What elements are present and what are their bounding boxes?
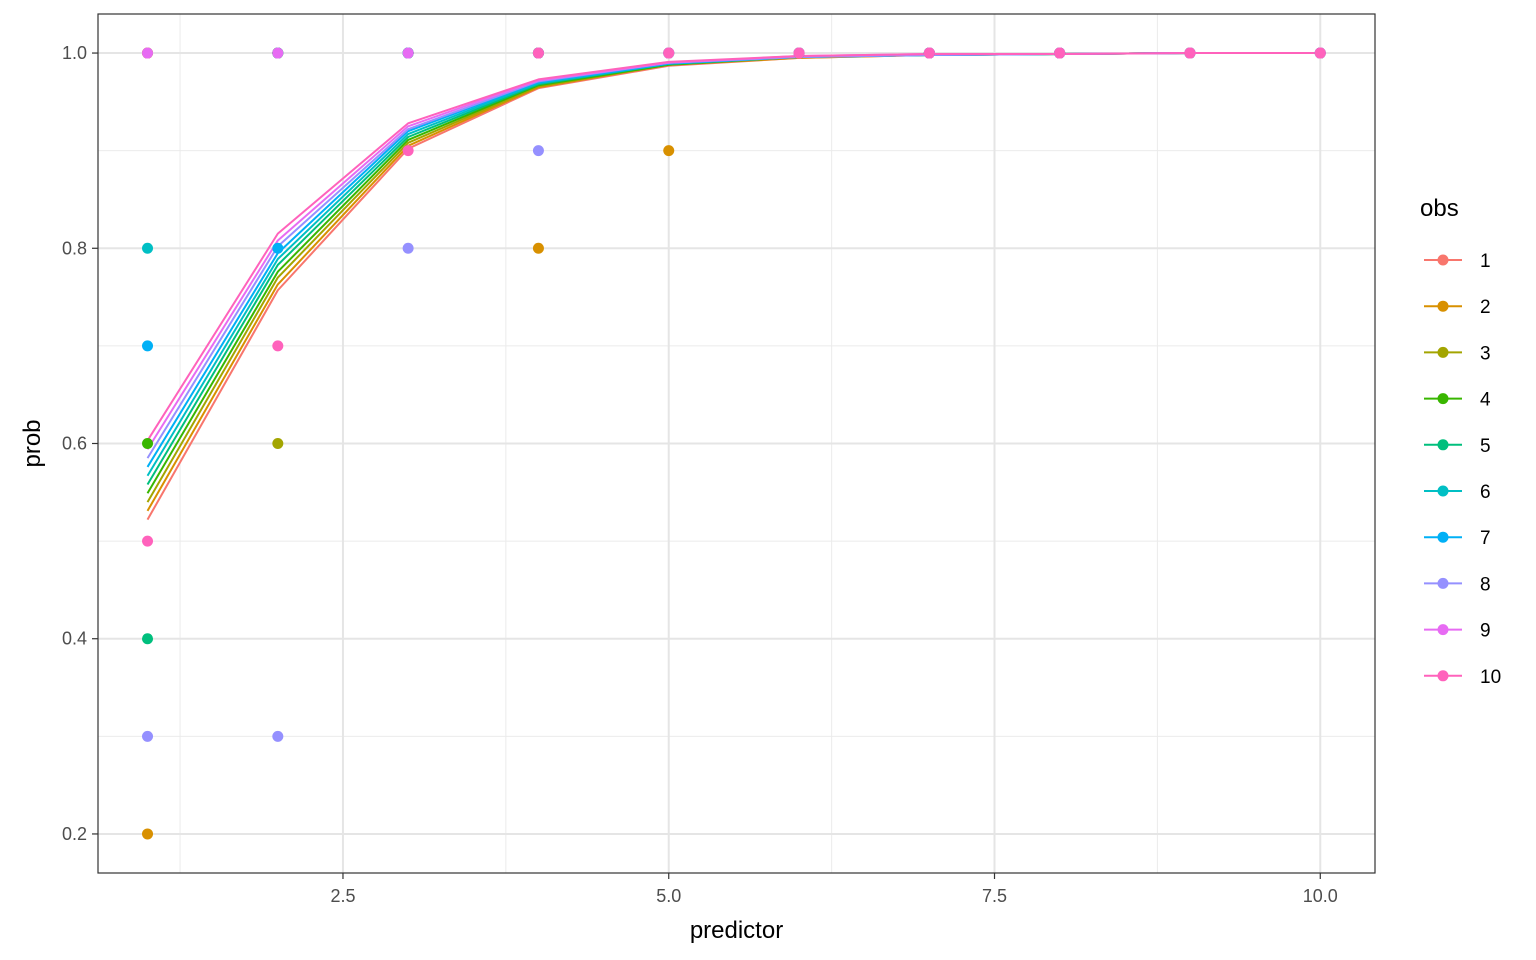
y-tick-label: 0.4 bbox=[62, 629, 87, 649]
legend-key-7 bbox=[1424, 531, 1462, 543]
x-tick-label: 7.5 bbox=[982, 886, 1007, 906]
legend-key-point bbox=[1437, 624, 1449, 636]
data-point-obs-8 bbox=[142, 730, 154, 742]
legend-label-5: 5 bbox=[1480, 436, 1491, 457]
data-point-obs-10 bbox=[793, 47, 805, 59]
x-tick-label: 2.5 bbox=[330, 886, 355, 906]
legend-key-point bbox=[1437, 254, 1449, 266]
data-point-obs-4 bbox=[142, 438, 154, 449]
legend-label-9: 9 bbox=[1480, 621, 1491, 642]
data-point-obs-2 bbox=[663, 145, 675, 157]
legend-key-10 bbox=[1424, 670, 1462, 682]
legend-key-point bbox=[1437, 439, 1449, 451]
y-tick-label: 1.0 bbox=[62, 43, 87, 63]
legend-key-2 bbox=[1424, 300, 1462, 312]
legend-title: obs bbox=[1420, 195, 1459, 222]
legend-label-4: 4 bbox=[1480, 390, 1491, 411]
y-tick-label: 0.8 bbox=[62, 238, 87, 258]
x-axis: 2.5 5.0 7.5 10.0 bbox=[330, 873, 1338, 906]
legend-key-6 bbox=[1424, 485, 1462, 497]
x-tick-label: 5.0 bbox=[656, 886, 681, 906]
legend-label-1: 1 bbox=[1480, 251, 1491, 272]
data-point-obs-9 bbox=[402, 47, 414, 59]
y-axis: 0.2 0.4 0.6 0.8 1.0 bbox=[62, 43, 98, 844]
legend-key-1 bbox=[1424, 254, 1462, 266]
series-points bbox=[142, 47, 1326, 840]
legend-key-5 bbox=[1424, 439, 1462, 451]
legend-label-6: 6 bbox=[1480, 482, 1491, 503]
legend: obs 1 2 3 4 5 6 7 8 9 10 bbox=[1420, 195, 1501, 688]
data-point-obs-6 bbox=[142, 242, 154, 254]
legend-label-3: 3 bbox=[1480, 343, 1491, 364]
legend-key-8 bbox=[1424, 577, 1462, 589]
data-point-obs-3 bbox=[272, 438, 284, 449]
series-line-10 bbox=[146, 52, 1321, 442]
series-lines bbox=[146, 52, 1321, 521]
legend-key-point bbox=[1437, 531, 1449, 543]
data-point-obs-10 bbox=[272, 340, 284, 352]
legend-label-2: 2 bbox=[1480, 297, 1491, 318]
data-point-obs-8 bbox=[402, 242, 414, 254]
y-tick-label: 0.2 bbox=[62, 824, 87, 844]
legend-key-point bbox=[1437, 346, 1449, 358]
y-axis-title: prob bbox=[19, 419, 46, 467]
data-point-obs-9 bbox=[272, 47, 284, 59]
data-point-obs-2 bbox=[142, 828, 154, 840]
legend-key-point bbox=[1437, 577, 1449, 589]
data-point-obs-9 bbox=[142, 47, 154, 59]
legend-key-point bbox=[1437, 300, 1449, 312]
legend-key-4 bbox=[1424, 393, 1462, 405]
x-axis-title: predictor bbox=[690, 917, 783, 944]
data-point-obs-7 bbox=[142, 340, 154, 352]
data-point-obs-5 bbox=[142, 633, 154, 645]
legend-label-8: 8 bbox=[1480, 574, 1491, 595]
legend-key-point bbox=[1437, 485, 1449, 497]
data-point-obs-2 bbox=[532, 242, 544, 254]
legend-key-point bbox=[1437, 670, 1449, 682]
data-point-obs-10 bbox=[142, 535, 154, 547]
legend-key-3 bbox=[1424, 346, 1462, 358]
data-point-obs-8 bbox=[272, 730, 284, 742]
data-point-obs-10 bbox=[663, 47, 675, 59]
data-point-obs-10 bbox=[1314, 47, 1326, 59]
data-point-obs-10 bbox=[532, 47, 544, 59]
x-tick-label: 10.0 bbox=[1303, 886, 1338, 906]
data-point-obs-7 bbox=[272, 242, 284, 254]
data-point-obs-10 bbox=[1184, 47, 1196, 59]
y-tick-label: 0.6 bbox=[62, 434, 87, 454]
legend-label-7: 7 bbox=[1480, 528, 1491, 549]
data-point-obs-10 bbox=[1054, 47, 1066, 59]
legend-key-point bbox=[1437, 393, 1449, 405]
legend-key-9 bbox=[1424, 624, 1462, 636]
data-point-obs-10 bbox=[402, 145, 414, 157]
data-point-obs-10 bbox=[923, 47, 935, 59]
legend-label-10: 10 bbox=[1480, 667, 1501, 688]
data-point-obs-8 bbox=[532, 145, 544, 157]
